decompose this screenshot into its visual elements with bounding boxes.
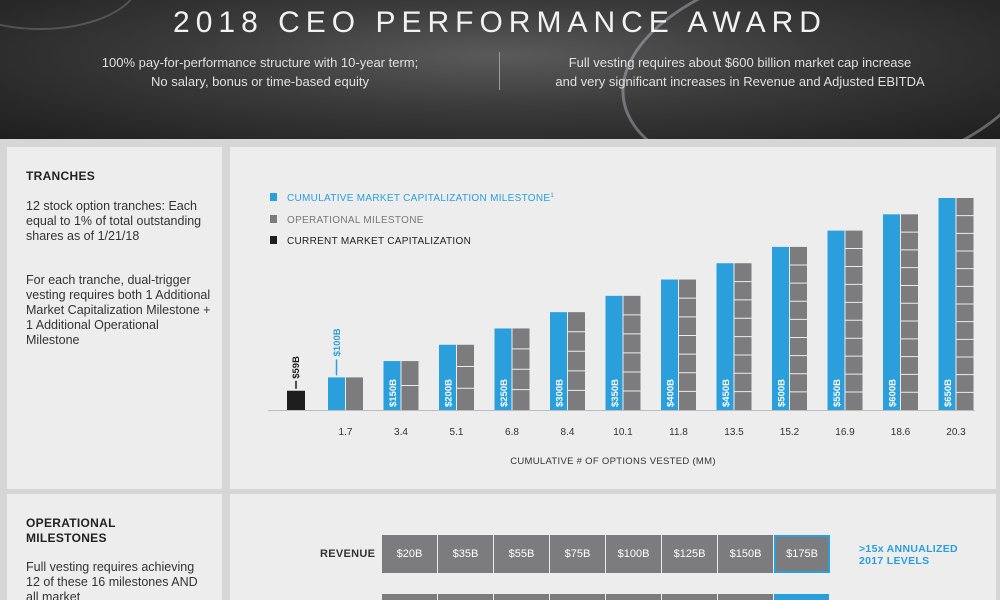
market-cap-bar <box>772 246 789 410</box>
market-cap-label: $650B <box>943 379 954 407</box>
revenue-cell: $125B <box>662 535 718 573</box>
header-left-text: 100% pay-for-performance structure with … <box>101 55 419 89</box>
operational-bar <box>457 344 474 410</box>
market-cap-bar <box>938 198 956 410</box>
market-cap-bar <box>716 263 734 410</box>
x-axis-title: CUMULATIVE # OF OPTIONS VESTED (MM) <box>510 456 716 467</box>
tranches-chart-panel: CUMULATIVE MARKET CAPITALIZATION MILESTO… <box>230 147 996 489</box>
header-right-text: Full vesting requires about $600 billion… <box>555 55 925 89</box>
operational-milestones-panel: OPERATIONAL MILESTONES Full vesting requ… <box>7 494 222 600</box>
market-cap-bar <box>494 328 512 410</box>
x-tick-label: 18.6 <box>891 427 911 438</box>
market-cap-bar <box>328 377 345 410</box>
operational-bar <box>901 214 918 410</box>
header-banner: 2018 CEO PERFORMANCE AWARD 100% pay-for-… <box>0 0 1000 139</box>
market-cap-bar <box>827 230 845 410</box>
tranches-panel: TRANCHES 12 stock option tranches: Each … <box>7 147 222 489</box>
operational-heading: OPERATIONAL MILESTONES <box>26 516 116 545</box>
revenue-cell: $55B <box>494 535 550 573</box>
operational-bar <box>346 377 363 410</box>
revenue-cell: $100B <box>606 535 662 573</box>
tranches-description: 12 stock option tranches: Each equal to … <box>26 199 202 243</box>
revenue-cell: $150B <box>718 535 774 573</box>
revenue-cell: $35B <box>438 535 494 573</box>
page-title: 2018 CEO PERFORMANCE AWARD <box>173 6 827 39</box>
x-tick-label: 16.9 <box>835 427 855 438</box>
operational-bar <box>568 312 585 410</box>
market-cap-bar <box>661 279 678 410</box>
tranches-vesting-description: For each tranche, dual-trigger vesting r… <box>26 273 211 347</box>
legend-label: CUMULATIVE MARKET CAPITALIZATION MILESTO… <box>287 193 554 204</box>
operational-bar <box>790 246 807 410</box>
legend-label: CURRENT MARKET CAPITALIZATION <box>287 236 471 247</box>
market-cap-label: $450B <box>721 379 732 407</box>
market-cap-label: $300B <box>555 379 566 407</box>
current-market-cap-bar <box>287 390 305 410</box>
market-cap-label: $400B <box>666 379 677 407</box>
revenue-label: REVENUE <box>320 548 376 560</box>
revenue-cells: $20B $35B $55B $75B $100B $125B $150B $1… <box>382 535 830 573</box>
market-cap-label: $150B <box>388 379 399 407</box>
revenue-cell: $20B <box>382 535 438 573</box>
x-tick-label: 5.1 <box>450 427 464 438</box>
tranches-heading: TRANCHES <box>26 169 96 183</box>
x-tick-label: 8.4 <box>561 427 575 438</box>
x-tick-label: 15.2 <box>780 427 800 438</box>
market-cap-label: $550B <box>832 379 843 407</box>
market-cap-label: $500B <box>777 379 788 407</box>
operational-bar <box>679 279 696 410</box>
current-market-cap-label: $59B <box>291 356 302 379</box>
revenue-cell-highlighted: $175B <box>774 535 830 573</box>
market-cap-bar <box>550 312 567 410</box>
revenue-note: >15x ANNUALIZED 2017 LEVELS <box>859 543 958 567</box>
market-cap-label: $350B <box>610 379 621 407</box>
market-cap-label: $250B <box>499 379 510 407</box>
revenue-cell: $75B <box>550 535 606 573</box>
x-tick-label: 3.4 <box>394 427 408 438</box>
legend-swatch <box>270 193 277 201</box>
market-cap-bar <box>383 361 401 410</box>
market-cap-bar <box>439 344 456 410</box>
market-cap-bar <box>605 295 623 410</box>
x-tick-label: 20.3 <box>946 427 966 438</box>
legend-swatch <box>270 215 277 223</box>
market-cap-label: $100B <box>332 328 343 356</box>
market-cap-label: $600B <box>888 379 899 407</box>
legend-swatch <box>270 236 277 244</box>
market-cap-bar <box>883 214 900 410</box>
x-tick-label: 13.5 <box>724 427 744 438</box>
legend-label: OPERATIONAL MILESTONE <box>287 215 424 226</box>
x-tick-label: 10.1 <box>613 427 633 438</box>
header-divider <box>499 52 500 90</box>
revenue-milestones-panel: REVENUE $20B $35B $55B $75B $100B $125B … <box>230 494 996 600</box>
tranches-chart: CUMULATIVE MARKET CAPITALIZATION MILESTO… <box>268 193 975 467</box>
operational-description: Full vesting requires achieving 12 of th… <box>26 560 198 600</box>
x-tick-label: 6.8 <box>505 427 519 438</box>
market-cap-label: $200B <box>444 379 455 407</box>
x-tick-label: 1.7 <box>339 427 353 438</box>
next-milestone-row <box>382 594 830 600</box>
x-tick-label: 11.8 <box>669 427 688 438</box>
